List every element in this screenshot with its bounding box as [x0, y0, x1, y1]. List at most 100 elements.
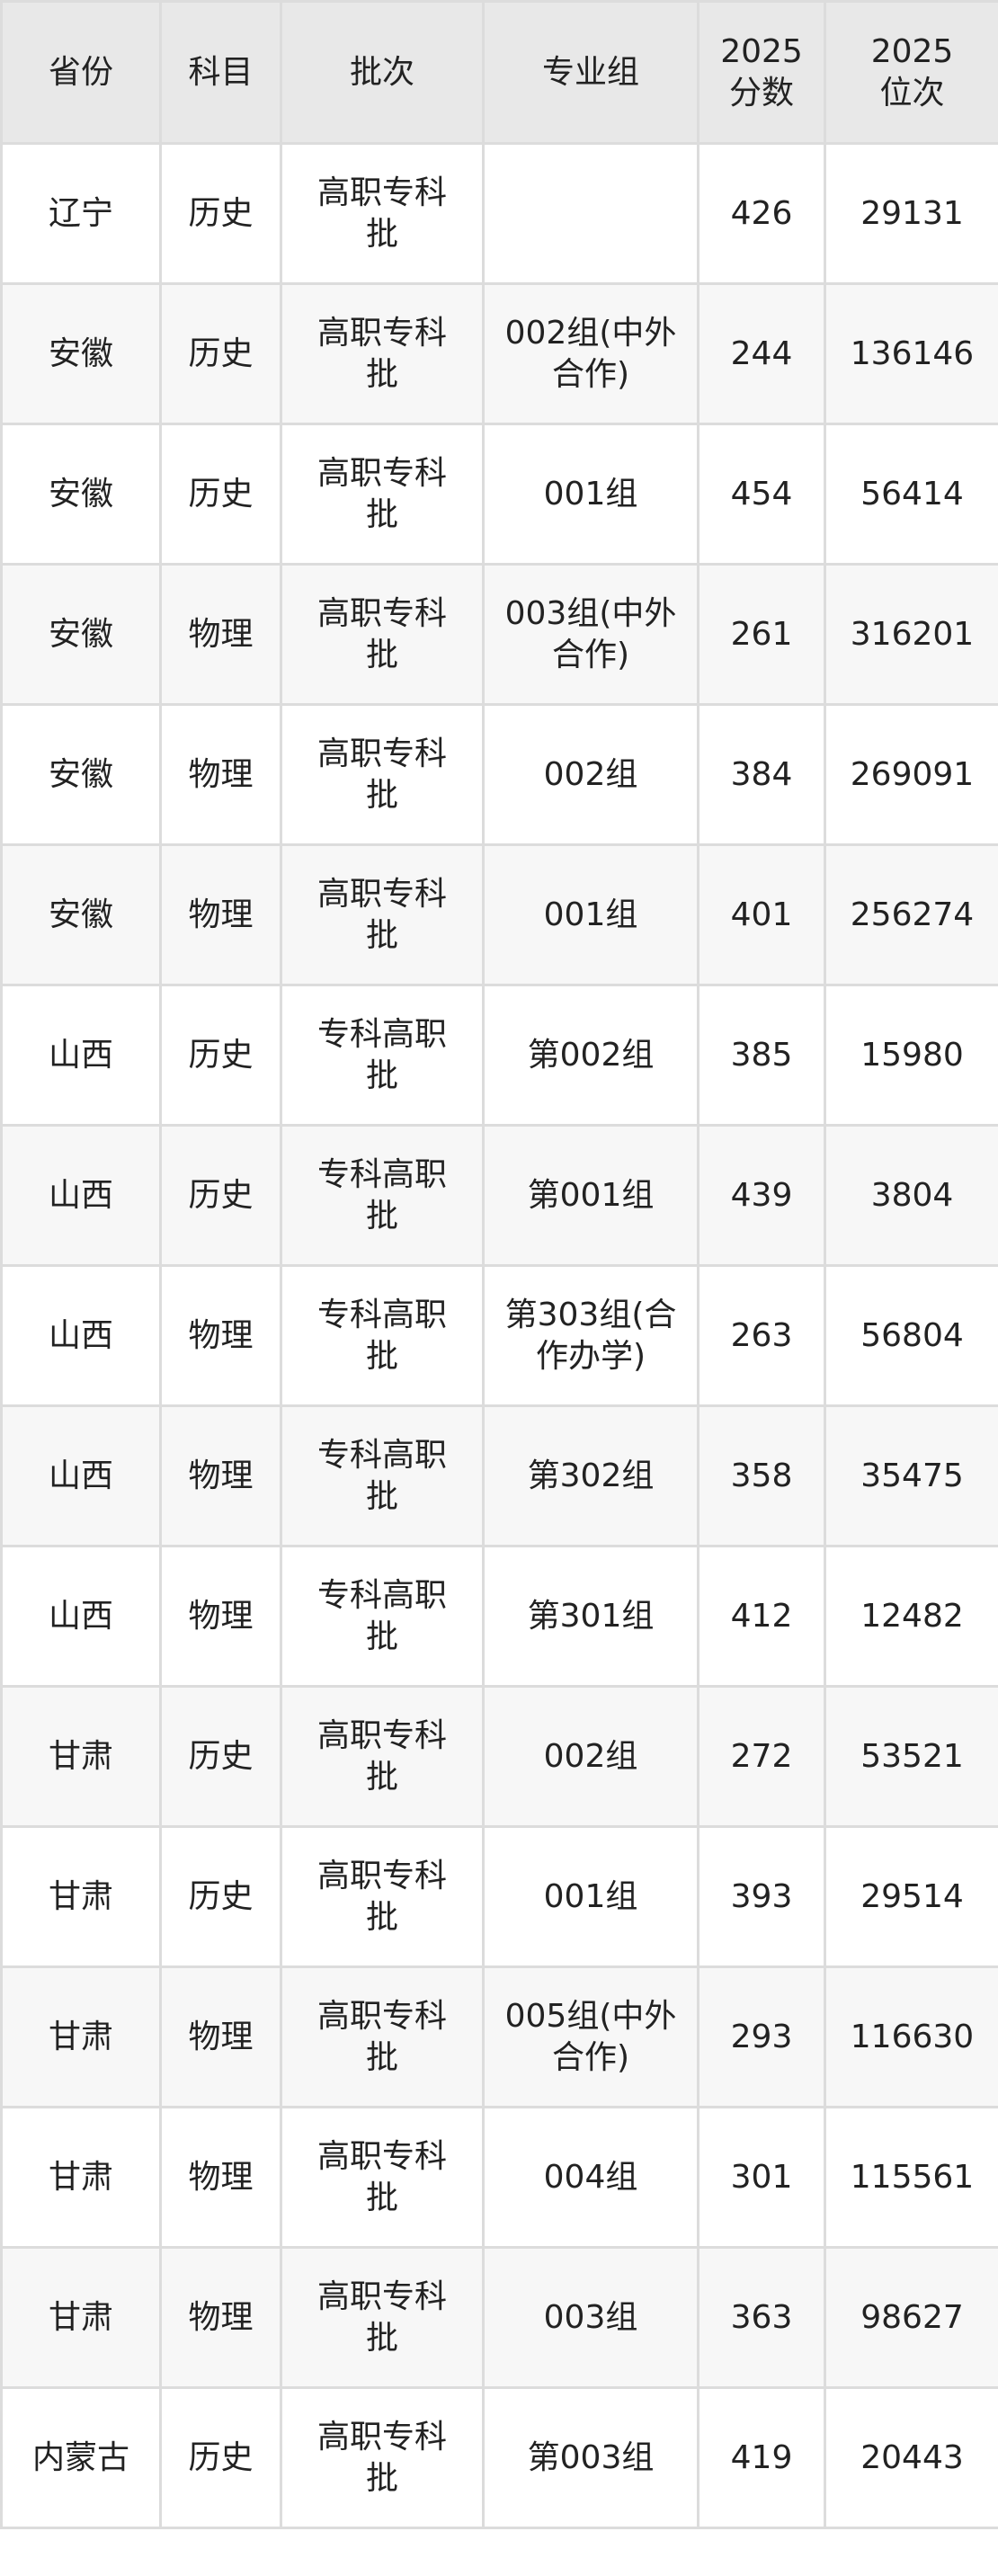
- cell-subject: 物理: [159, 1965, 282, 2108]
- cell-subject: 历史: [159, 423, 282, 566]
- table-row: 安徽 历史 高职专科批 001组 454 56414: [0, 423, 998, 566]
- cell-rank-2025: 115561: [824, 2106, 998, 2249]
- header-batch: 批次: [280, 0, 485, 145]
- cell-score-2025: 385: [697, 984, 826, 1127]
- header-label: 省份: [48, 53, 113, 91]
- cell-major-group: 003组: [482, 2246, 699, 2389]
- cell-province: 山西: [0, 1545, 162, 1688]
- cell-rank-2025: 56414: [824, 423, 998, 566]
- header-label: 专业组: [541, 53, 639, 91]
- cell-subject: 物理: [159, 2106, 282, 2249]
- cell-province: 安徽: [0, 282, 162, 425]
- header-label: 2025: [720, 32, 803, 70]
- cell-province: 辽宁: [0, 142, 162, 285]
- table-row: 山西 物理 专科高职批 第302组 358 35475: [0, 1404, 998, 1547]
- cell-rank-2025: 316201: [824, 563, 998, 706]
- cell-batch: 高职专科批: [280, 282, 485, 425]
- cell-batch: 专科高职批: [280, 1404, 485, 1547]
- cell-rank-2025: 136146: [824, 282, 998, 425]
- cell-major-group: 002组: [482, 703, 699, 846]
- table-row: 甘肃 物理 高职专科批 003组 363 98627: [0, 2246, 998, 2389]
- cell-subject: 历史: [159, 1685, 282, 1828]
- cell-major-group: 003组(中外合作): [482, 563, 699, 706]
- table-row: 甘肃 历史 高职专科批 002组 272 53521: [0, 1685, 998, 1828]
- header-row: 省份 科目 批次 专业组 2025 分数 2025 位次: [0, 0, 998, 145]
- cell-score-2025: 301: [697, 2106, 826, 2249]
- cell-province: 甘肃: [0, 2246, 162, 2389]
- cell-subject: 历史: [159, 2386, 282, 2529]
- cell-major-group: 第003组: [482, 2386, 699, 2529]
- cell-batch: 高职专科批: [280, 2106, 485, 2249]
- cell-subject: 物理: [159, 1404, 282, 1547]
- cell-subject: 历史: [159, 1124, 282, 1267]
- cell-rank-2025: 29131: [824, 142, 998, 285]
- cell-score-2025: 426: [697, 142, 826, 285]
- cell-score-2025: 293: [697, 1965, 826, 2108]
- cell-score-2025: 363: [697, 2246, 826, 2389]
- cell-major-group: 001组: [482, 423, 699, 566]
- cell-major-group: [482, 142, 699, 285]
- table-row: 辽宁 历史 高职专科批 426 29131: [0, 142, 998, 285]
- header-major-group: 专业组: [482, 0, 699, 145]
- cell-province: 安徽: [0, 423, 162, 566]
- cell-batch: 专科高职批: [280, 1545, 485, 1688]
- table-row: 山西 物理 专科高职批 第301组 412 12482: [0, 1545, 998, 1688]
- cell-province: 甘肃: [0, 1825, 162, 1968]
- cell-major-group: 第001组: [482, 1124, 699, 1267]
- cell-province: 山西: [0, 1264, 162, 1407]
- table-row: 安徽 物理 高职专科批 003组(中外合作) 261 316201: [0, 563, 998, 706]
- table-row: 山西 历史 专科高职批 第001组 439 3804: [0, 1124, 998, 1267]
- cell-rank-2025: 116630: [824, 1965, 998, 2108]
- cell-rank-2025: 269091: [824, 703, 998, 846]
- header-label: 2025: [870, 32, 954, 70]
- cell-major-group: 001组: [482, 1825, 699, 1968]
- cell-rank-2025: 15980: [824, 984, 998, 1127]
- cell-province: 甘肃: [0, 2106, 162, 2249]
- header-rank-2025: 2025 位次: [824, 0, 998, 145]
- table-row: 安徽 物理 高职专科批 002组 384 269091: [0, 703, 998, 846]
- cell-score-2025: 393: [697, 1825, 826, 1968]
- cell-score-2025: 358: [697, 1404, 826, 1547]
- cell-province: 山西: [0, 1404, 162, 1547]
- cell-score-2025: 384: [697, 703, 826, 846]
- cell-rank-2025: 53521: [824, 1685, 998, 1828]
- cell-batch: 高职专科批: [280, 563, 485, 706]
- cell-major-group: 004组: [482, 2106, 699, 2249]
- cell-rank-2025: 20443: [824, 2386, 998, 2529]
- cell-major-group: 002组: [482, 1685, 699, 1828]
- cell-batch: 专科高职批: [280, 984, 485, 1127]
- cell-rank-2025: 29514: [824, 1825, 998, 1968]
- cell-subject: 物理: [159, 1545, 282, 1688]
- table-row: 甘肃 物理 高职专科批 004组 301 115561: [0, 2106, 998, 2249]
- cell-batch: 专科高职批: [280, 1264, 485, 1407]
- cell-batch: 高职专科批: [280, 843, 485, 986]
- cell-rank-2025: 3804: [824, 1124, 998, 1267]
- table-row: 山西 物理 专科高职批 第303组(合作办学) 263 56804: [0, 1264, 998, 1407]
- cell-province: 安徽: [0, 563, 162, 706]
- cell-subject: 历史: [159, 142, 282, 285]
- cell-province: 山西: [0, 984, 162, 1127]
- cell-province: 甘肃: [0, 1685, 162, 1828]
- table-row: 安徽 物理 高职专科批 001组 401 256274: [0, 843, 998, 986]
- cell-score-2025: 454: [697, 423, 826, 566]
- cell-province: 内蒙古: [0, 2386, 162, 2529]
- table-row: 甘肃 物理 高职专科批 005组(中外合作) 293 116630: [0, 1965, 998, 2108]
- header-score-2025: 2025 分数: [697, 0, 826, 145]
- cell-batch: 高职专科批: [280, 423, 485, 566]
- header-label: 分数: [728, 74, 794, 111]
- cell-score-2025: 263: [697, 1264, 826, 1407]
- cell-major-group: 001组: [482, 843, 699, 986]
- table-row: 山西 历史 专科高职批 第002组 385 15980: [0, 984, 998, 1127]
- table-row: 甘肃 历史 高职专科批 001组 393 29514: [0, 1825, 998, 1968]
- cell-subject: 物理: [159, 703, 282, 846]
- cell-batch: 高职专科批: [280, 2246, 485, 2389]
- cell-score-2025: 244: [697, 282, 826, 425]
- cell-subject: 历史: [159, 1825, 282, 1968]
- cell-rank-2025: 35475: [824, 1404, 998, 1547]
- header-label: 批次: [349, 53, 414, 91]
- cell-score-2025: 261: [697, 563, 826, 706]
- table-row: 内蒙古 历史 高职专科批 第003组 419 20443: [0, 2386, 998, 2529]
- cell-batch: 高职专科批: [280, 1965, 485, 2108]
- cell-province: 安徽: [0, 703, 162, 846]
